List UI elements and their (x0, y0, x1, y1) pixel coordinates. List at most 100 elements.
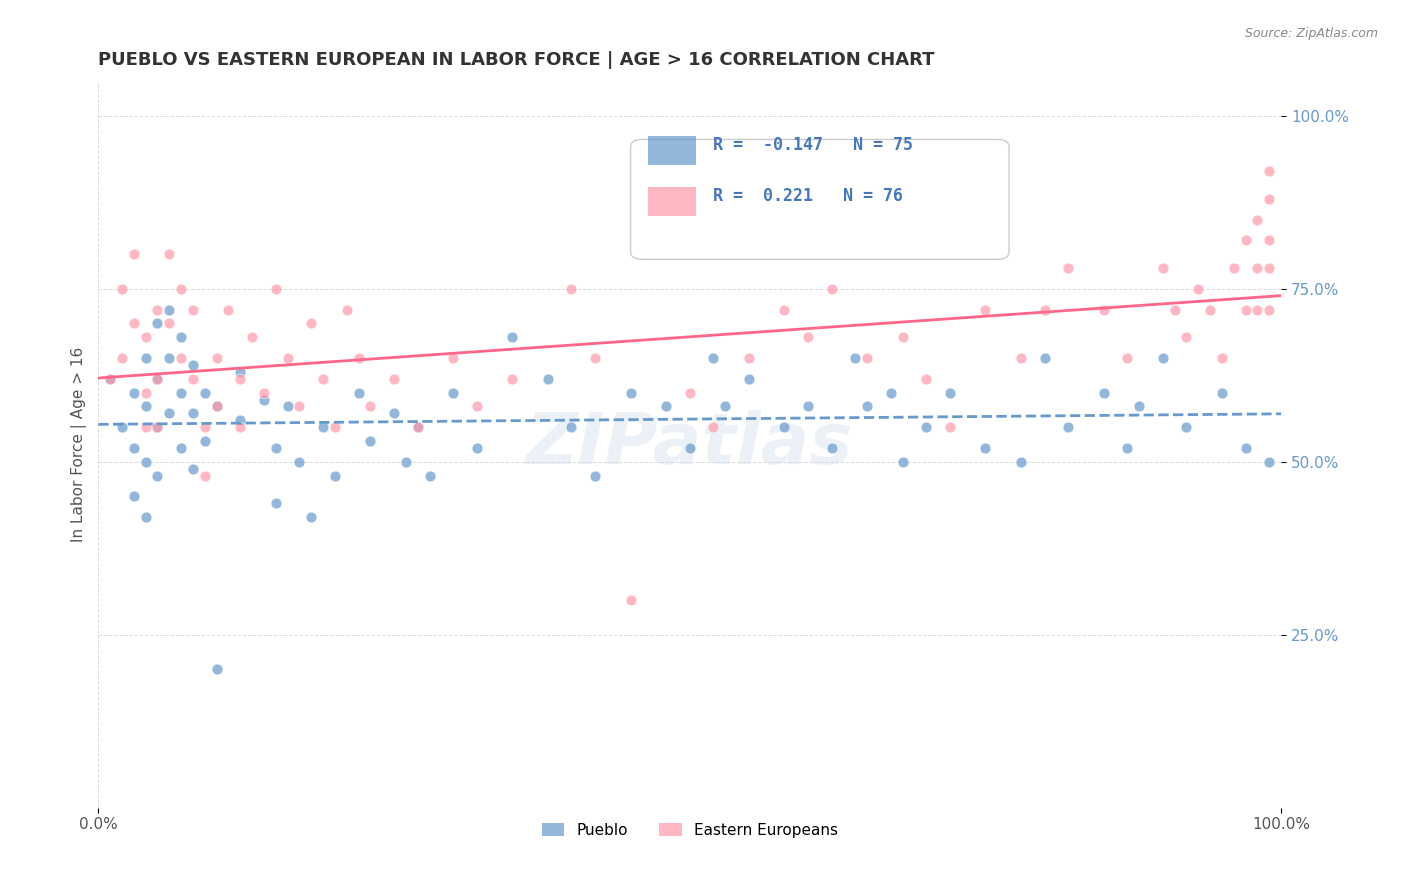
Point (1258, 192, 1281, 206)
Point (583, 468, 606, 483)
Point (441, 351, 464, 365)
Point (1116, 351, 1139, 365)
Point (418, 468, 440, 483)
Point (974, 302, 997, 317)
Point (181, 406, 204, 420)
Point (135, 400, 157, 414)
Point (1152, 261, 1174, 276)
Point (122, 247, 145, 261)
Point (111, 420, 134, 434)
Point (880, 385, 903, 400)
Point (253, 385, 276, 400)
Point (205, 351, 228, 365)
Point (714, 400, 737, 414)
Point (312, 372, 335, 386)
Point (1246, 302, 1268, 317)
Point (856, 351, 879, 365)
Point (312, 420, 335, 434)
Point (406, 420, 429, 434)
Point (229, 420, 252, 434)
Point (1223, 261, 1246, 276)
Point (146, 317, 169, 331)
Point (382, 406, 405, 420)
Point (111, 282, 134, 296)
Point (277, 400, 299, 414)
Point (465, 400, 488, 414)
Point (157, 317, 180, 331)
Bar (648, 186, 696, 216)
Point (738, 372, 761, 386)
Point (465, 441, 488, 455)
Point (98, 372, 121, 386)
Point (1033, 302, 1056, 317)
Point (135, 420, 157, 434)
Point (194, 385, 217, 400)
Point (891, 455, 914, 469)
Point (395, 455, 418, 469)
Point (359, 434, 381, 448)
Point (122, 317, 145, 331)
Point (135, 455, 157, 469)
Point (679, 441, 702, 455)
Point (856, 400, 879, 414)
Legend: Pueblo, Eastern Europeans: Pueblo, Eastern Europeans (536, 816, 844, 844)
Point (1234, 302, 1257, 317)
Point (146, 372, 169, 386)
Point (1116, 441, 1139, 455)
Point (797, 400, 820, 414)
Point (583, 351, 606, 365)
Point (240, 330, 263, 344)
Point (1128, 400, 1150, 414)
Point (1246, 261, 1268, 276)
Point (264, 441, 287, 455)
Point (347, 385, 370, 400)
Point (135, 510, 157, 524)
Point (299, 510, 322, 524)
Point (679, 385, 702, 400)
Point (797, 330, 820, 344)
Point (1033, 351, 1056, 365)
Point (277, 351, 299, 365)
Text: ZIPatlas: ZIPatlas (526, 410, 853, 479)
Point (194, 468, 217, 483)
Point (821, 282, 844, 296)
Point (915, 372, 938, 386)
Point (194, 420, 217, 434)
Point (323, 468, 346, 483)
Point (702, 351, 724, 365)
Y-axis label: In Labor Force | Age > 16: In Labor Force | Age > 16 (72, 347, 87, 542)
Point (146, 302, 169, 317)
Point (205, 400, 228, 414)
Point (264, 282, 287, 296)
Point (146, 420, 169, 434)
Point (157, 302, 180, 317)
Point (939, 420, 962, 434)
Point (619, 385, 641, 400)
Point (702, 420, 724, 434)
Point (170, 330, 193, 344)
Point (891, 330, 914, 344)
Point (205, 662, 228, 676)
Point (1057, 261, 1080, 276)
Point (1258, 261, 1281, 276)
Text: Source: ZipAtlas.com: Source: ZipAtlas.com (1244, 27, 1378, 40)
Point (441, 385, 464, 400)
Point (406, 420, 429, 434)
Point (157, 351, 180, 365)
Point (205, 400, 228, 414)
Point (1163, 302, 1185, 317)
Point (170, 282, 193, 296)
Point (939, 385, 962, 400)
Point (122, 385, 145, 400)
Point (253, 392, 276, 407)
Point (560, 420, 582, 434)
Point (1258, 455, 1281, 469)
Point (170, 441, 193, 455)
Point (1258, 234, 1281, 248)
Point (1246, 212, 1268, 227)
Point (1234, 234, 1257, 248)
Point (347, 351, 370, 365)
Point (217, 302, 239, 317)
Point (359, 400, 381, 414)
Point (773, 420, 796, 434)
